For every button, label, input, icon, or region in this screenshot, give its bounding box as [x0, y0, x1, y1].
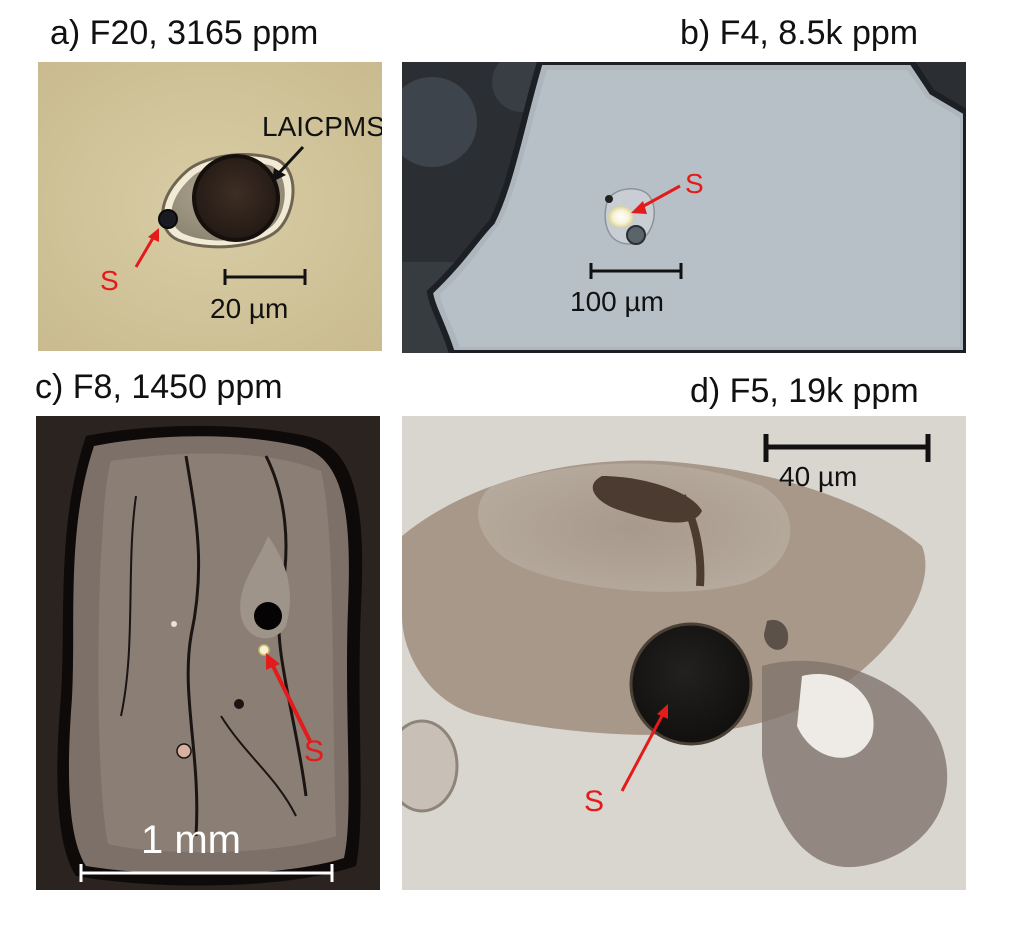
panel-d-title: d) F5, 19k ppm	[690, 372, 919, 410]
panel-c-title: c) F8, 1450 ppm	[35, 368, 283, 406]
laicpms-label: LAICPMS	[262, 111, 382, 142]
panel-b-micrograph: S 100 µm	[402, 62, 966, 353]
scale-label-b: 100 µm	[570, 286, 664, 317]
panel-a-micrograph: LAICPMS S 20 µm	[38, 62, 382, 351]
sulfide-bead	[608, 206, 634, 228]
scale-label-d: 40 µm	[779, 461, 857, 492]
sulfide-bead	[629, 622, 753, 746]
sulfide-label-a: S	[100, 265, 119, 296]
scale-label-a: 20 µm	[210, 293, 288, 324]
panel-b-title: b) F4, 8.5k ppm	[680, 14, 919, 52]
scale-label-c: 1 mm	[141, 818, 241, 862]
sulfide-label-b: S	[685, 168, 704, 199]
panel-c-micrograph: S 1 mm	[36, 416, 380, 890]
sulfide-label-c: S	[304, 735, 324, 768]
sulfide-bead	[158, 209, 178, 229]
sulfide-bead	[258, 644, 270, 656]
laser-pit	[192, 154, 280, 242]
sulfide-label-d: S	[584, 785, 604, 818]
panel-a-title: a) F20, 3165 ppm	[50, 14, 319, 52]
panel-d-micrograph: S 40 µm	[402, 416, 966, 890]
